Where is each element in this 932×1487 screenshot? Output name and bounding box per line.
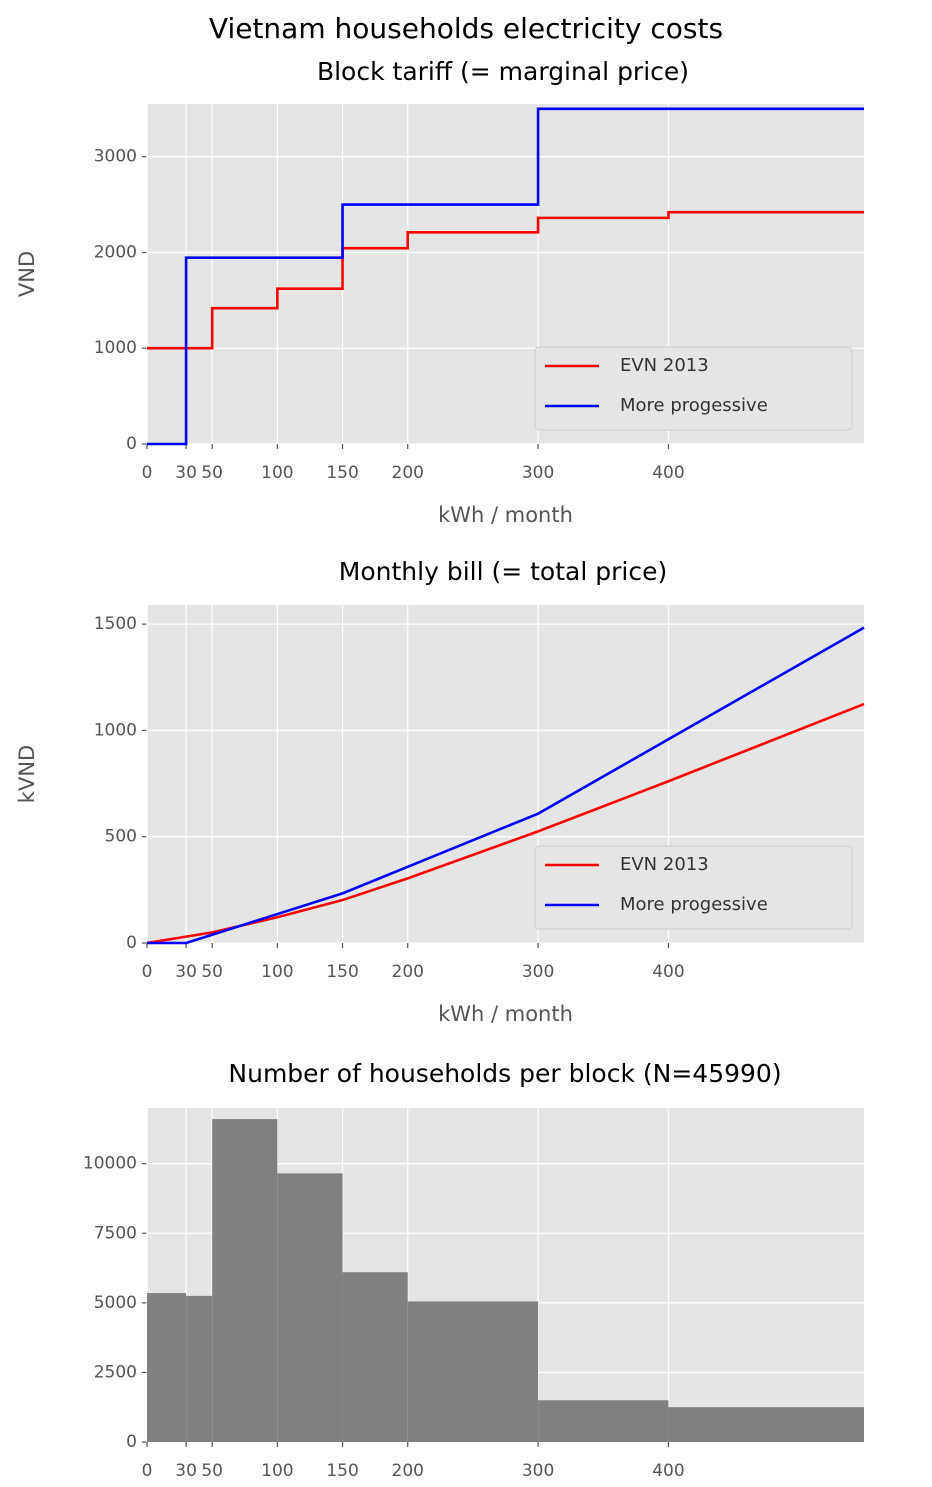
x-tick-label: 300 (522, 1461, 554, 1481)
x-tick-label: 400 (652, 1461, 684, 1481)
histogram-bar (186, 1295, 213, 1442)
histogram-bar (668, 1407, 864, 1442)
series-line (147, 107, 864, 446)
x-tick-label: 0 (142, 1461, 153, 1481)
legend-label: EVN 2013 (620, 854, 709, 875)
legend-label: More progessive (620, 395, 768, 416)
histogram-bar (538, 1400, 669, 1442)
x-tick-label: 100 (261, 962, 293, 982)
y-tick-label: 2500 (94, 1362, 137, 1382)
y-axis-label: kVND (15, 745, 39, 803)
subplot-title: Number of households per block (N=45990) (228, 1059, 781, 1088)
x-tick-label: 100 (261, 463, 293, 483)
y-tick-label: 2000 (94, 242, 137, 262)
subplot-title: Block tariff (= marginal price) (317, 57, 689, 86)
x-tick-label: 300 (522, 962, 554, 982)
x-tick-label: 30 (175, 962, 197, 982)
y-tick-label: 1000 (94, 720, 137, 740)
histogram-bar (147, 1293, 187, 1442)
histogram-bar (407, 1301, 539, 1442)
legend-label: EVN 2013 (620, 355, 709, 376)
y-tick-label: 10000 (83, 1154, 137, 1174)
series-line (146, 702, 865, 945)
x-tick-label: 50 (201, 1461, 223, 1481)
legend-label: More progessive (620, 894, 768, 915)
y-tick-label: 3000 (94, 147, 137, 167)
x-tick-label: 200 (392, 962, 424, 982)
figure-title: Vietnam households electricity costs (209, 12, 723, 45)
histogram-bar (277, 1173, 343, 1442)
x-tick-label: 30 (175, 463, 197, 483)
x-tick-label: 0 (142, 463, 153, 483)
legend-box (534, 845, 853, 930)
x-tick-label: 200 (392, 463, 424, 483)
y-tick-label: 1000 (94, 338, 137, 358)
legend-box (534, 346, 853, 431)
y-tick-label: 500 (105, 827, 137, 847)
histogram-bar (342, 1272, 408, 1442)
x-tick-label: 100 (261, 1461, 293, 1481)
y-tick-label: 1500 (94, 614, 137, 634)
x-axis-label: kWh / month (438, 1002, 573, 1026)
x-tick-label: 50 (201, 463, 223, 483)
y-tick-label: 5000 (94, 1293, 137, 1313)
y-axis-label: VND (15, 251, 39, 297)
x-tick-label: 0 (142, 962, 153, 982)
series-line (147, 626, 865, 945)
x-tick-label: 400 (652, 463, 684, 483)
x-tick-label: 150 (326, 1461, 358, 1481)
x-tick-label: 200 (392, 1461, 424, 1481)
x-tick-label: 30 (175, 1461, 197, 1481)
x-tick-label: 50 (201, 962, 223, 982)
y-tick-label: 0 (126, 933, 137, 953)
subplot-title: Monthly bill (= total price) (339, 557, 667, 586)
x-axis-label: kWh / month (438, 503, 573, 527)
y-tick-label: 0 (126, 1432, 137, 1452)
histogram-bar (212, 1119, 278, 1442)
x-tick-label: 150 (326, 962, 358, 982)
y-tick-label: 7500 (94, 1223, 137, 1243)
x-tick-label: 300 (522, 463, 554, 483)
x-tick-label: 400 (652, 962, 684, 982)
y-tick-label: 0 (126, 434, 137, 454)
x-tick-label: 150 (326, 463, 358, 483)
